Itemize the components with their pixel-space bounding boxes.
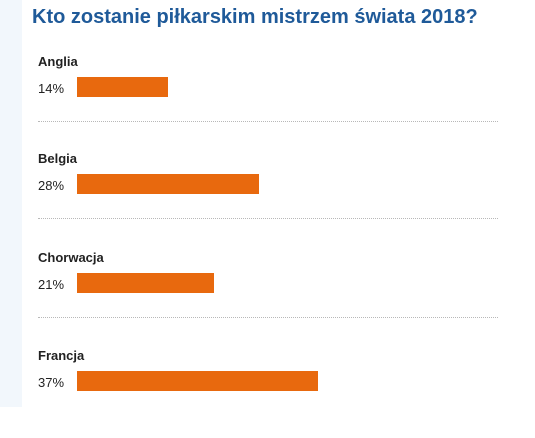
option-percent: 21% [38, 277, 65, 292]
option-divider [38, 317, 498, 318]
option-label: Chorwacja [38, 250, 104, 265]
option-result-bar [77, 273, 214, 293]
option-percent: 37% [38, 375, 65, 390]
option-result-bar [77, 77, 168, 97]
poll-title: Kto zostanie piłkarskim mistrzem świata … [32, 6, 478, 28]
option-divider [38, 121, 498, 122]
option-label: Belgia [38, 151, 78, 166]
option-label: Anglia [38, 54, 78, 69]
option-label: Francja [38, 348, 85, 363]
poll-option-belgia[interactable]: Belgia 28% [38, 151, 498, 241]
poll-option-anglia[interactable]: Anglia 14% [38, 54, 498, 144]
left-background-strip [0, 0, 22, 407]
poll-option-francja[interactable]: Francja 37% [38, 348, 498, 438]
option-result-bar [77, 174, 259, 194]
option-divider [38, 218, 498, 219]
poll-option-chorwacja[interactable]: Chorwacja 21% [38, 250, 498, 340]
option-result-bar [77, 371, 318, 391]
option-percent: 14% [38, 81, 65, 96]
option-percent: 28% [38, 178, 65, 193]
